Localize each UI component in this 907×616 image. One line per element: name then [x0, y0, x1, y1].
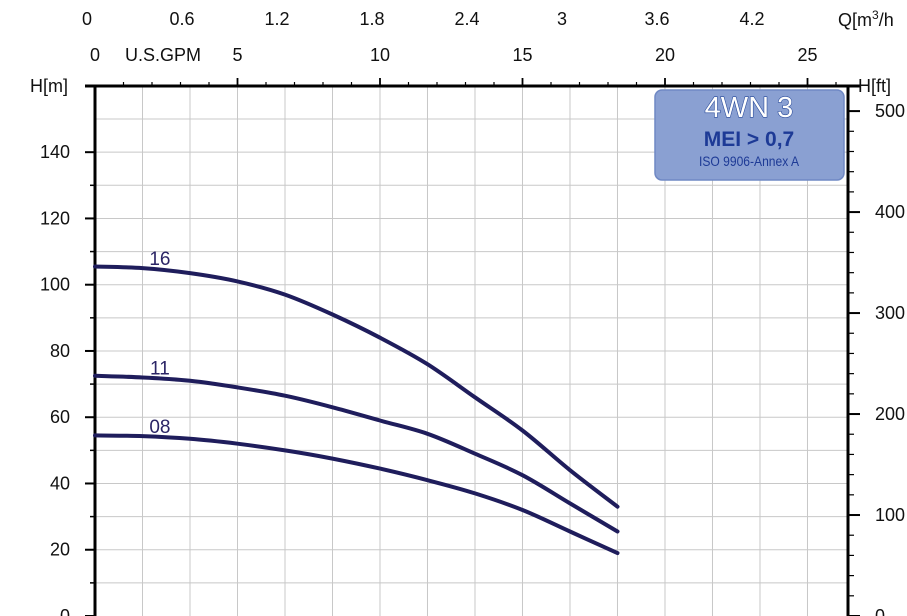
badge-mei: MEI > 0,7 [704, 128, 794, 151]
ft-tick-label: 500 [875, 101, 905, 121]
badge-iso: ISO 9906-Annex A [699, 153, 800, 169]
x-axis-label: Q[m3/h [838, 8, 894, 30]
curve-label-16: 16 [149, 249, 170, 270]
pump-curve-16 [93, 264, 620, 509]
gpm-tick-label: 20 [655, 45, 675, 65]
gpm-tick-label: 5 [232, 45, 242, 65]
x-tick-label: 3.6 [644, 9, 669, 29]
gpm-tick-label: 10 [370, 45, 390, 65]
badge-title: 4WN 3 [705, 92, 794, 124]
x-tick-label: 1.2 [264, 9, 289, 29]
pump-curve-08 [93, 433, 620, 556]
ft-tick-label: 300 [875, 303, 905, 323]
y-tick-label: 80 [50, 341, 70, 361]
x-tick-label: 2.4 [454, 9, 479, 29]
model-badge: 4WN 3 MEI > 0,7 ISO 9906-Annex A [654, 89, 845, 181]
y-axis-secondary-label: H[ft] [858, 76, 891, 96]
pump-curve-11 [93, 373, 620, 534]
y-tick-label: 0 [60, 606, 70, 616]
gpm-tick-label: 0 [90, 45, 100, 65]
x-tick-label: 1.8 [359, 9, 384, 29]
x-tick-label: 4.2 [739, 9, 764, 29]
y-tick-label: 60 [50, 407, 70, 427]
ft-tick-label: 200 [875, 404, 905, 424]
x-tick-label: 3 [557, 9, 567, 29]
y-tick-label: 40 [50, 473, 70, 493]
ft-tick-label: 100 [875, 505, 905, 525]
ft-tick-label: 400 [875, 202, 905, 222]
y-axis-label: H[m] [30, 76, 68, 96]
gpm-tick-label: 25 [797, 45, 817, 65]
chart-axes [85, 78, 860, 616]
y-tick-label: 140 [40, 142, 70, 162]
ft-tick-label: 0 [875, 606, 885, 616]
y-tick-label: 100 [40, 275, 70, 295]
pump-curves [93, 264, 620, 556]
curve-label-11: 11 [150, 358, 170, 379]
x-tick-label: 0 [82, 9, 92, 29]
gpm-tick-label: 15 [512, 45, 532, 65]
y-tick-label: 120 [40, 208, 70, 228]
curve-label-08: 08 [149, 417, 170, 438]
curve-labels: 16 11 08 [149, 249, 170, 438]
x-axis-secondary-label: U.S.GPM [125, 45, 201, 65]
badge-background [654, 89, 845, 181]
y-tick-label: 20 [50, 540, 70, 560]
x-tick-label: 0.6 [169, 9, 194, 29]
